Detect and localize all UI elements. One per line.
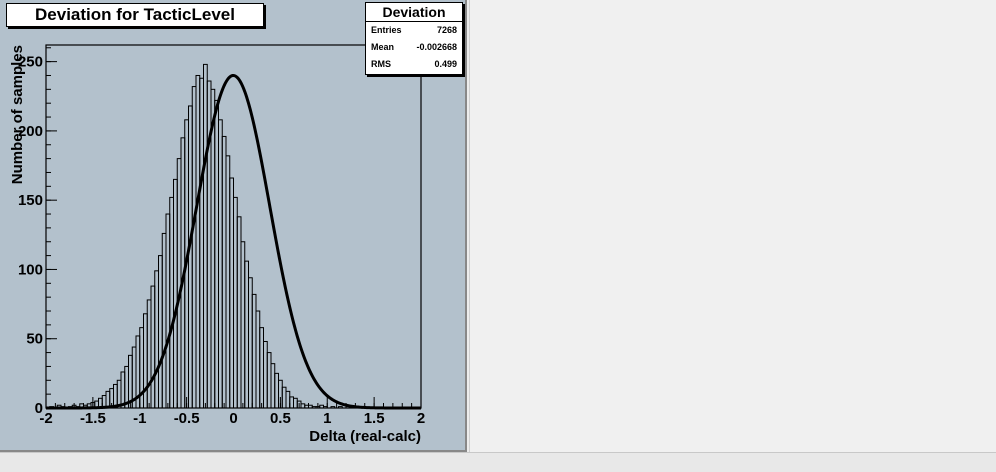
x-tick-label: -1 <box>133 410 146 427</box>
histogram-bin <box>251 293 257 409</box>
y-axis-ticks: 0 50 100 150 200 250 <box>18 47 57 417</box>
histogram-bin <box>300 403 306 409</box>
histogram-bin <box>173 178 178 409</box>
stats-row-rms: RMS 0.499 <box>366 56 462 73</box>
histogram-bin <box>203 63 208 409</box>
stats-rms-label: RMS <box>371 59 391 69</box>
x-axis-ticks: -2 -1.5 -1 -0.5 0 0.5 1 1.5 2 <box>39 397 425 427</box>
x-tick-label: 1 <box>323 410 331 427</box>
x-tick-label: -2 <box>39 410 52 427</box>
histogram-bin <box>165 213 171 409</box>
histogram-bin <box>308 404 313 409</box>
histogram-bin <box>289 396 294 409</box>
y-tick-label: 100 <box>18 261 43 278</box>
stats-entries-value: 7268 <box>436 25 457 35</box>
histogram-bin <box>274 372 279 409</box>
histogram-bin <box>210 88 216 409</box>
y-tick-label: 250 <box>18 54 43 71</box>
x-axis-label: Delta (real-calc) <box>309 428 421 445</box>
stats-title: Deviation <box>366 3 462 22</box>
status-strip <box>0 452 996 472</box>
histogram-bin <box>150 285 156 409</box>
histogram-bin <box>248 277 253 409</box>
histogram-bin <box>146 299 152 409</box>
histogram-bin <box>199 77 204 409</box>
histogram-bin <box>143 313 148 409</box>
stats-box: Deviation Entries 7268 Mean -0.002668 RM… <box>365 2 463 75</box>
y-tick-label: 0 <box>35 400 43 417</box>
chart-title: Deviation for TacticLevel <box>6 3 264 27</box>
x-tick-label: -1.5 <box>80 410 106 427</box>
histogram-bin <box>233 196 238 409</box>
histogram-bin <box>263 340 268 409</box>
histogram-bin <box>236 216 242 409</box>
x-tick-label: 2 <box>417 410 425 427</box>
y-tick-label: 50 <box>26 331 43 348</box>
histogram-bin <box>281 386 287 409</box>
histogram-bin <box>293 397 298 409</box>
histogram-bin <box>176 158 182 409</box>
histogram-bin <box>266 352 272 409</box>
histogram-bin <box>191 86 197 409</box>
histogram-bin <box>225 155 231 409</box>
histogram-bin <box>240 241 246 409</box>
histogram-bin <box>169 196 174 409</box>
histogram-bin <box>188 105 193 409</box>
histogram-bin <box>304 404 309 409</box>
gaussian-fit <box>46 73 421 410</box>
y-axis-label: Number of samples <box>9 45 26 184</box>
histogram-bin <box>154 270 159 409</box>
x-tick-label: -0.5 <box>174 410 200 427</box>
stats-rms-value: 0.499 <box>434 59 457 69</box>
histogram-bin <box>195 74 201 409</box>
stats-mean-value: -0.002668 <box>416 42 457 52</box>
fit-curve <box>46 73 421 410</box>
stats-entries-label: Entries <box>371 25 402 35</box>
y-tick-label: 200 <box>18 123 43 140</box>
histogram-bin <box>319 404 324 409</box>
stats-row-entries: Entries 7268 <box>366 22 462 39</box>
histogram-bin <box>161 232 167 409</box>
histogram-bin <box>158 255 163 409</box>
histogram-bin <box>218 119 223 409</box>
empty-canvas <box>469 0 996 452</box>
histogram-bin <box>311 406 317 409</box>
histogram-bin <box>285 390 291 409</box>
x-tick-label: 0 <box>229 410 237 427</box>
histogram-bin <box>229 177 234 409</box>
histogram-bin <box>323 406 328 409</box>
x-tick-label: 0.5 <box>270 410 291 427</box>
histogram-bin <box>270 363 276 409</box>
x-tick-label: 1.5 <box>364 410 385 427</box>
histogram-bin <box>259 327 264 409</box>
histogram-chart: -2 -1.5 -1 -0.5 0 0.5 1 1.5 2 0 50 100 150 200 250 De… <box>9 44 425 445</box>
histogram-bin <box>221 135 227 409</box>
histogram-bin <box>255 310 261 409</box>
y-tick-label: 150 <box>18 192 43 209</box>
stats-row-mean: Mean -0.002668 <box>366 39 462 56</box>
histogram-bin <box>244 260 249 409</box>
stats-mean-label: Mean <box>371 42 395 52</box>
histogram-bin <box>214 99 219 409</box>
histogram-bin <box>330 406 336 409</box>
histogram-bin <box>338 406 343 409</box>
